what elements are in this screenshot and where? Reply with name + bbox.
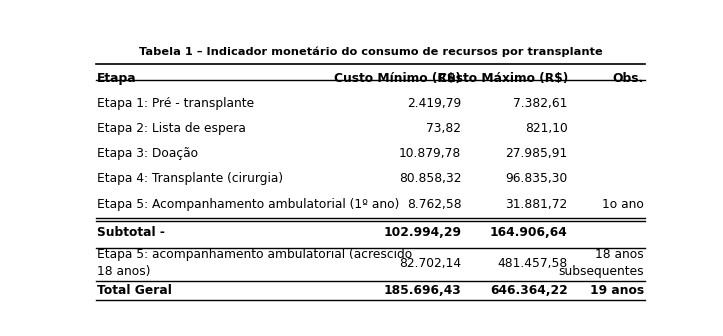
Text: 646.364,22: 646.364,22 xyxy=(490,284,568,297)
Text: 481.457,58: 481.457,58 xyxy=(497,257,568,270)
Text: Etapa 4: Transplante (cirurgia): Etapa 4: Transplante (cirurgia) xyxy=(97,172,283,185)
Text: Custo Mínimo (R$): Custo Mínimo (R$) xyxy=(335,72,461,85)
Text: 1o ano: 1o ano xyxy=(602,198,644,211)
Text: Obs.: Obs. xyxy=(612,72,644,85)
Text: 2.419,79: 2.419,79 xyxy=(407,97,461,110)
Text: 19 anos: 19 anos xyxy=(590,284,644,297)
Text: Subtotal -: Subtotal - xyxy=(97,226,165,239)
Text: 73,82: 73,82 xyxy=(427,122,461,135)
Text: 8.762,58: 8.762,58 xyxy=(406,198,461,211)
Text: Tabela 1 – Indicador monetário do consumo de recursos por transplante: Tabela 1 – Indicador monetário do consum… xyxy=(139,47,602,57)
Text: Total Geral: Total Geral xyxy=(97,284,172,297)
Text: 10.879,78: 10.879,78 xyxy=(399,148,461,160)
Text: 7.382,61: 7.382,61 xyxy=(513,97,568,110)
Text: 185.696,43: 185.696,43 xyxy=(384,284,461,297)
Text: Etapa 3: Doação: Etapa 3: Doação xyxy=(97,148,198,160)
Text: Etapa 2: Lista de espera: Etapa 2: Lista de espera xyxy=(97,122,246,135)
Text: 821,10: 821,10 xyxy=(525,122,568,135)
Text: Etapa 5: acompanhamento ambulatorial (acrescido
18 anos): Etapa 5: acompanhamento ambulatorial (ac… xyxy=(97,248,412,278)
Text: 27.985,91: 27.985,91 xyxy=(505,148,568,160)
Text: 80.858,32: 80.858,32 xyxy=(399,172,461,185)
Text: Etapa 5: Acompanhamento ambulatorial (1º ano): Etapa 5: Acompanhamento ambulatorial (1º… xyxy=(97,198,400,211)
Text: 18 anos
subsequentes: 18 anos subsequentes xyxy=(558,248,644,278)
Text: Custo Máximo (R$): Custo Máximo (R$) xyxy=(437,72,568,85)
Text: Etapa: Etapa xyxy=(97,72,137,85)
Text: Etapa 1: Pré - transplante: Etapa 1: Pré - transplante xyxy=(97,97,254,110)
Text: 164.906,64: 164.906,64 xyxy=(490,226,568,239)
Text: 96.835,30: 96.835,30 xyxy=(505,172,568,185)
Text: 31.881,72: 31.881,72 xyxy=(505,198,568,211)
Text: 102.994,29: 102.994,29 xyxy=(383,226,461,239)
Text: 82.702,14: 82.702,14 xyxy=(399,257,461,270)
